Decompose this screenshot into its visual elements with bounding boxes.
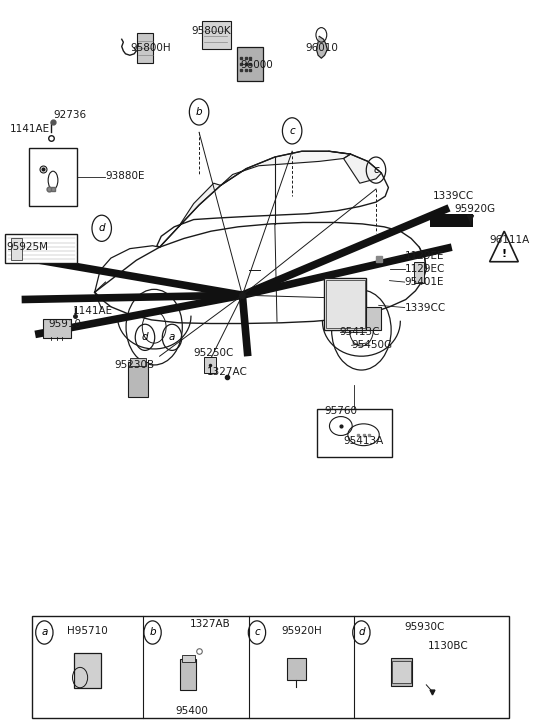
Text: c: c <box>373 165 379 175</box>
Text: 1130BC: 1130BC <box>427 640 468 651</box>
Text: 1141AE: 1141AE <box>10 124 50 134</box>
Text: 95760: 95760 <box>325 406 357 416</box>
FancyBboxPatch shape <box>29 148 77 206</box>
FancyBboxPatch shape <box>204 357 216 373</box>
Text: d: d <box>358 627 365 638</box>
Text: 95413A: 95413A <box>344 435 384 446</box>
Text: d: d <box>98 223 105 233</box>
Polygon shape <box>316 36 327 58</box>
FancyBboxPatch shape <box>317 409 392 457</box>
FancyBboxPatch shape <box>324 278 366 330</box>
Text: a: a <box>169 332 175 342</box>
Text: 95400: 95400 <box>176 706 208 716</box>
Text: d: d <box>142 332 148 342</box>
Polygon shape <box>179 183 221 227</box>
Text: 95800H: 95800H <box>130 43 171 53</box>
Text: 95401E: 95401E <box>405 277 444 287</box>
Text: !: ! <box>502 249 507 260</box>
Text: 1339CC: 1339CC <box>433 191 474 201</box>
Text: 1141AE: 1141AE <box>73 306 113 316</box>
Text: 96111A: 96111A <box>490 235 530 245</box>
FancyBboxPatch shape <box>287 658 306 680</box>
Text: 1327AB: 1327AB <box>189 619 230 629</box>
FancyBboxPatch shape <box>32 616 509 718</box>
Text: 95910: 95910 <box>49 318 82 329</box>
FancyBboxPatch shape <box>392 661 411 683</box>
Text: 1129EE: 1129EE <box>405 251 444 261</box>
Polygon shape <box>344 154 381 183</box>
Text: b: b <box>196 107 202 117</box>
FancyBboxPatch shape <box>366 307 381 330</box>
Text: 1129EC: 1129EC <box>405 264 445 274</box>
Text: 1327AC: 1327AC <box>207 367 248 377</box>
FancyBboxPatch shape <box>326 280 365 327</box>
Text: 96000: 96000 <box>241 60 273 71</box>
Polygon shape <box>221 151 351 185</box>
FancyBboxPatch shape <box>130 358 146 366</box>
Text: 95250C: 95250C <box>194 348 234 358</box>
FancyBboxPatch shape <box>391 658 412 686</box>
Text: 95800K: 95800K <box>191 25 231 36</box>
FancyBboxPatch shape <box>181 655 195 662</box>
Text: 93880E: 93880E <box>105 171 145 181</box>
FancyBboxPatch shape <box>11 238 22 260</box>
FancyBboxPatch shape <box>43 319 71 338</box>
Text: 95230B: 95230B <box>114 360 154 370</box>
Text: a: a <box>41 627 48 638</box>
Text: b: b <box>149 627 156 638</box>
Text: 95925M: 95925M <box>6 242 49 252</box>
Text: 92736: 92736 <box>53 110 86 120</box>
Text: 95920H: 95920H <box>281 626 322 636</box>
Text: H95710: H95710 <box>67 626 108 636</box>
Text: 96010: 96010 <box>306 43 338 53</box>
FancyBboxPatch shape <box>137 33 153 63</box>
Text: c: c <box>254 627 260 638</box>
FancyBboxPatch shape <box>5 234 77 263</box>
Text: 1339CC: 1339CC <box>405 302 446 313</box>
FancyBboxPatch shape <box>74 653 101 688</box>
Text: 95413C: 95413C <box>340 327 380 337</box>
Text: c: c <box>289 126 295 136</box>
FancyBboxPatch shape <box>201 21 232 49</box>
Text: 95450G: 95450G <box>352 340 393 350</box>
FancyBboxPatch shape <box>128 362 148 397</box>
FancyBboxPatch shape <box>180 659 196 690</box>
Text: 95930C: 95930C <box>405 622 445 632</box>
FancyBboxPatch shape <box>430 214 473 227</box>
FancyBboxPatch shape <box>237 47 263 81</box>
FancyBboxPatch shape <box>414 262 424 283</box>
Text: 95920G: 95920G <box>454 204 496 214</box>
